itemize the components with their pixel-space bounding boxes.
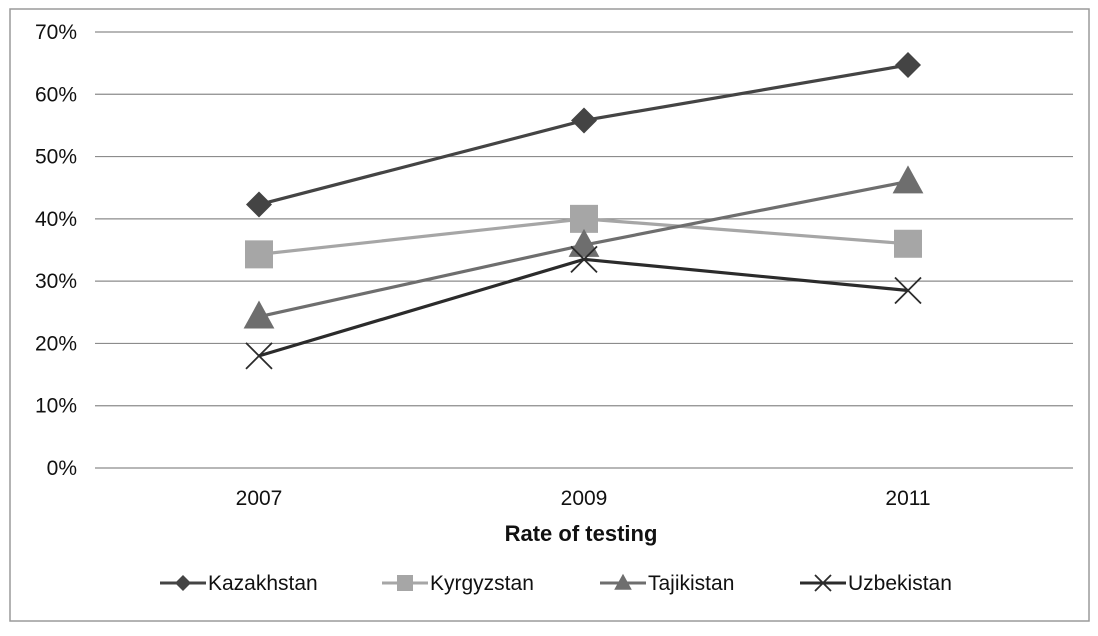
data-point <box>894 229 922 258</box>
data-point <box>571 107 597 134</box>
series-tajikistan <box>243 165 924 329</box>
data-point <box>894 276 922 305</box>
data-point <box>892 165 924 194</box>
x-tick-label: 2011 <box>885 487 930 510</box>
legend-item-tajikistan: Tajikistan <box>600 572 734 595</box>
data-point <box>570 245 598 273</box>
legend-label: Tajikistan <box>648 572 734 595</box>
y-tick-label: 50% <box>35 146 77 169</box>
y-tick-label: 10% <box>35 395 77 418</box>
data-point <box>246 191 272 218</box>
x-tick-label: 2009 <box>561 487 608 510</box>
data-point <box>895 52 921 79</box>
data-point <box>243 300 275 329</box>
x-tick-label: 2007 <box>236 487 283 510</box>
y-tick-label: 40% <box>35 208 77 231</box>
legend-item-kazakhstan: Kazakhstan <box>160 572 318 595</box>
legend-label: Uzbekistan <box>848 572 952 595</box>
chart-border <box>9 8 1090 622</box>
legend-marker <box>175 575 191 591</box>
y-axis-ticks: 0% 10% 20% 30% 40% 50% 60% 70% <box>35 21 77 480</box>
series-kyrgyzstan <box>245 204 922 269</box>
x-axis-title: Rate of testing <box>505 521 658 546</box>
y-tick-label: 20% <box>35 332 77 355</box>
data-point <box>245 342 273 370</box>
y-tick-label: 0% <box>47 457 77 480</box>
legend-label: Kazakhstan <box>208 572 318 595</box>
legend-item-kyrgyzstan: Kyrgyzstan <box>382 572 534 595</box>
y-tick-label: 60% <box>35 83 77 106</box>
legend-marker <box>397 575 413 591</box>
series-group <box>243 52 924 370</box>
data-point <box>568 228 600 257</box>
legend-item-uzbekistan: Uzbekistan <box>800 572 952 595</box>
data-point <box>245 240 273 269</box>
legend-marker <box>814 574 832 592</box>
legend-label: Kyrgyzstan <box>430 572 534 595</box>
data-point <box>570 204 598 233</box>
x-axis-ticks: 2007 2009 2011 <box>236 487 931 510</box>
y-tick-label: 70% <box>35 21 77 44</box>
series-kazakhstan <box>246 52 921 218</box>
legend-marker <box>614 573 632 590</box>
legend: Kazakhstan Kyrgyzstan Tajikistan Uzbekistan <box>160 572 952 595</box>
series-uzbekistan <box>245 245 922 370</box>
y-tick-label: 30% <box>35 270 77 293</box>
